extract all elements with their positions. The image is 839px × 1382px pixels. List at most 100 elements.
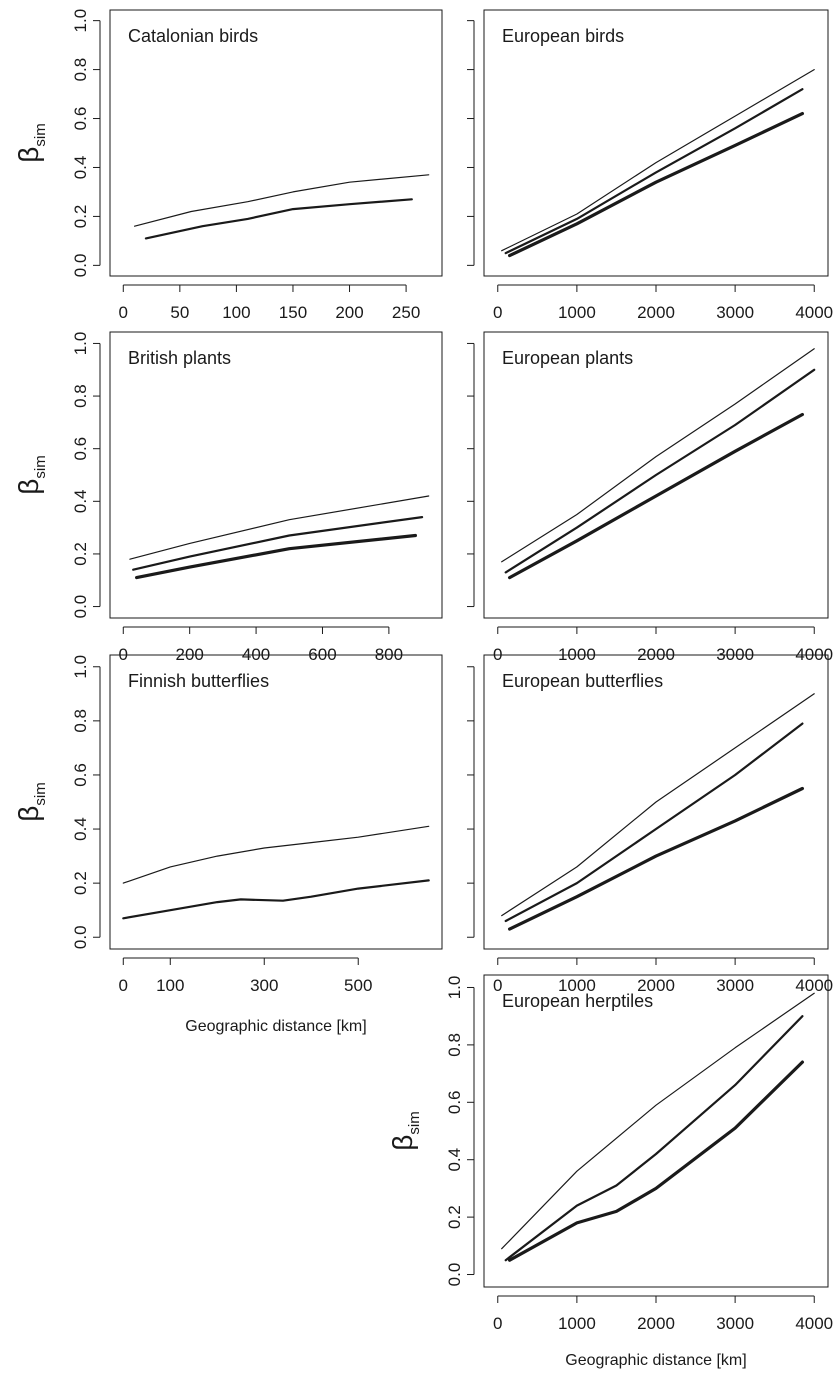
x-tick-label: 250: [392, 303, 420, 322]
panel-title: European birds: [502, 26, 624, 46]
series-line-1: [501, 348, 815, 563]
plot-frame: [483, 331, 829, 619]
panel-1: Catalonian birds 0 50 100 150 200 250 0.0 0.2 0.4…: [13, 9, 443, 322]
y-label-subscript: sim: [406, 1111, 423, 1134]
series-line-1: [129, 495, 430, 560]
y-label-symbol: β: [13, 147, 44, 163]
y-axis-label: βsim: [13, 455, 49, 494]
series-line-1: [501, 992, 815, 1250]
y-tick-label: 0.0: [71, 595, 90, 619]
x-tick-label: 2000: [637, 303, 675, 322]
series-line-2: [504, 88, 804, 255]
y-axis: [467, 666, 475, 938]
y-label-subscript: sim: [32, 782, 49, 805]
y-tick-label: 1.0: [71, 9, 90, 33]
x-tick-label: 100: [156, 976, 184, 995]
x-axis: 0 1000 2000 3000 4000: [493, 1295, 833, 1333]
x-tick-label: 100: [222, 303, 250, 322]
x-axis-label: Geographic distance [km]: [565, 1352, 746, 1369]
y-axis: [467, 20, 475, 266]
x-tick-label: 0: [493, 1314, 502, 1333]
y-tick-label: 0.0: [445, 1263, 464, 1287]
x-tick-label: 4000: [795, 303, 833, 322]
y-label-subscript: sim: [32, 455, 49, 478]
x-axis: 0 1000 2000 3000 4000: [493, 284, 833, 322]
y-tick-label: 0.6: [445, 1090, 464, 1114]
series-line-2: [122, 879, 430, 920]
y-tick-label: 0.6: [71, 107, 90, 131]
y-tick-label: 0.2: [71, 205, 90, 229]
y-tick-label: 0.8: [71, 58, 90, 82]
x-tick-label: 500: [344, 976, 372, 995]
y-tick-label: 0.6: [71, 437, 90, 461]
x-tick-label: 50: [170, 303, 189, 322]
y-axis-label: βsim: [13, 782, 49, 821]
y-axis: 0.0 0.2 0.4 0.6 0.8 1.0: [445, 976, 475, 1287]
x-tick-label: 0: [119, 303, 128, 322]
panel-title: European butterflies: [502, 671, 663, 691]
x-axis: 0 50 100 150 200 250: [119, 284, 420, 322]
series-line-1: [501, 68, 815, 252]
x-tick-label: 2000: [637, 1314, 675, 1333]
x-axis-label: Geographic distance [km]: [185, 1018, 366, 1035]
y-tick-label: 1.0: [445, 976, 464, 1000]
x-tick-label: 0: [493, 976, 502, 995]
x-tick-label: 1000: [558, 976, 596, 995]
x-tick-label: 150: [279, 303, 307, 322]
x-axis: 0 200 400 600 800: [119, 626, 403, 664]
x-tick-label: 300: [250, 976, 278, 995]
y-axis: 0.0 0.2 0.4 0.6 0.8 1.0: [71, 9, 101, 277]
y-tick-label: 0.6: [71, 763, 90, 787]
y-label-symbol: β: [13, 479, 44, 495]
series-line-3: [508, 412, 805, 580]
plot-frame: [483, 654, 829, 950]
panel-title: Finnish butterflies: [128, 671, 269, 691]
panel-2: European birds 0 1000 2000 3000 4000: [467, 9, 833, 322]
plot-frame: [109, 331, 443, 619]
y-axis: [467, 342, 475, 608]
y-tick-label: 0.4: [445, 1148, 464, 1172]
series-line-1: [134, 174, 430, 227]
panel-title: European herptiles: [502, 991, 653, 1011]
series-line-2: [504, 722, 804, 923]
x-axis: 0 1000 2000 3000 4000: [493, 957, 833, 995]
y-tick-label: 0.8: [445, 1033, 464, 1057]
y-label-subscript: sim: [32, 123, 49, 146]
series-line-3: [508, 111, 805, 258]
y-tick-label: 0.2: [445, 1205, 464, 1229]
series-line-3: [508, 786, 805, 931]
series-line-2: [504, 1015, 804, 1262]
y-tick-label: 1.0: [71, 332, 90, 356]
x-tick-label: 200: [335, 303, 363, 322]
x-tick-label: 0: [493, 303, 502, 322]
y-tick-label: 0.8: [71, 384, 90, 408]
x-tick-label: 1000: [558, 303, 596, 322]
y-tick-label: 1.0: [71, 655, 90, 679]
x-axis: 0 100 300 500: [119, 957, 372, 995]
x-tick-label: 4000: [795, 1314, 833, 1333]
y-tick-label: 0.2: [71, 542, 90, 566]
y-axis: 0.0 0.2 0.4 0.6 0.8 1.0: [71, 332, 101, 619]
y-tick-label: 0.2: [71, 871, 90, 895]
plot-frame: [109, 9, 443, 277]
panel-6: European butterflies 0 1000 2000 3000 4000: [467, 654, 833, 995]
panel-title: European plants: [502, 348, 633, 368]
y-axis-label: βsim: [387, 1111, 423, 1150]
y-tick-label: 0.0: [71, 925, 90, 949]
series-line-3: [135, 533, 417, 580]
y-tick-label: 0.4: [71, 156, 90, 180]
panel-4: European plants 0 1000 2000 3000 4000: [467, 331, 833, 664]
series-line-3: [508, 1060, 805, 1262]
x-tick-label: 3000: [716, 1314, 754, 1333]
x-tick-label: 4000: [795, 976, 833, 995]
series-line-1: [501, 693, 815, 917]
x-tick-label: 2000: [637, 976, 675, 995]
series-line-1: [122, 825, 430, 884]
x-tick-label: 3000: [716, 976, 754, 995]
plot-frame: [483, 974, 829, 1288]
panel-title: Catalonian birds: [128, 26, 258, 46]
series-line-2: [504, 368, 816, 574]
